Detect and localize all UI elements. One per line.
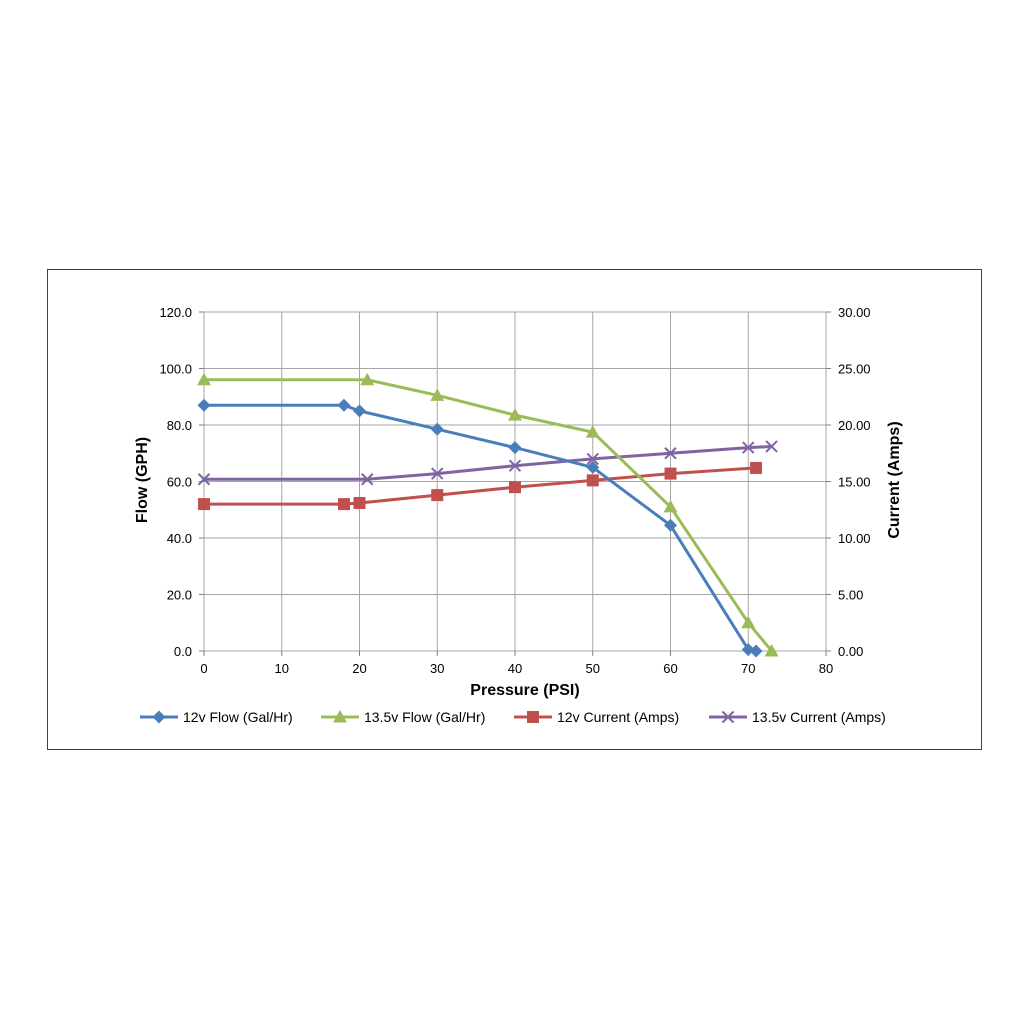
data-point xyxy=(764,644,779,657)
legend-label: 13.5v Current (Amps) xyxy=(752,709,886,725)
x-tick-label: 50 xyxy=(586,661,600,676)
tick-labels: 0 10 20 30 40 50 60 70 80 0.0 0.00 20.0 5.00 40.0 10.0… xyxy=(159,305,870,676)
chart-frame: 0 10 20 30 40 50 60 70 80 0.0 0.00 20.0 5.00 40.0 10.0… xyxy=(47,269,982,750)
data-point xyxy=(765,440,778,453)
data-point xyxy=(508,441,522,455)
series-3 xyxy=(197,440,778,486)
series-1 xyxy=(197,372,779,657)
data-point xyxy=(360,372,375,386)
x-tick-label: 80 xyxy=(819,661,833,676)
data-point xyxy=(337,498,350,511)
data-point xyxy=(431,467,444,480)
data-point xyxy=(749,644,763,658)
data-point xyxy=(197,398,211,412)
data-point xyxy=(430,422,444,436)
y-tick-label: 120.0 xyxy=(159,305,192,320)
legend-label: 13.5v Flow (Gal/Hr) xyxy=(364,709,485,725)
series-line xyxy=(204,445,772,481)
series-2 xyxy=(198,461,763,511)
x-tick-label: 60 xyxy=(663,661,677,676)
data-point xyxy=(586,452,599,466)
legend-item: 12v Flow (Gal/Hr) xyxy=(140,709,293,725)
x-tick-label: 0 xyxy=(200,661,207,676)
legend-marker xyxy=(152,710,166,724)
y-tick-label: 0.0 xyxy=(174,644,192,659)
y-tick-label: 40.0 xyxy=(167,531,192,546)
legend-label: 12v Flow (Gal/Hr) xyxy=(183,709,293,725)
y2-tick-label: 30.00 xyxy=(838,305,871,320)
y2-tick-label: 20.00 xyxy=(838,418,871,433)
legend-marker xyxy=(333,710,347,723)
y2-tick-label: 5.00 xyxy=(838,588,863,603)
x-axis-title: Pressure (PSI) xyxy=(470,682,579,699)
data-point xyxy=(509,481,521,494)
data-point xyxy=(742,441,755,454)
data-point xyxy=(586,460,600,474)
data-point xyxy=(353,496,366,509)
x-tick-label: 30 xyxy=(430,661,444,676)
legend-item: 13.5v Flow (Gal/Hr) xyxy=(321,709,485,725)
data-point xyxy=(431,489,444,502)
y-tick-label: 60.0 xyxy=(167,475,192,490)
data-point xyxy=(741,615,756,629)
data-point xyxy=(664,518,677,532)
data-point xyxy=(508,459,522,472)
legend-marker xyxy=(721,710,735,724)
data-point xyxy=(586,474,599,487)
series-line xyxy=(204,378,773,652)
legend-item: 13.5v Current (Amps) xyxy=(709,709,886,725)
y2-tick-label: 15.00 xyxy=(838,475,871,490)
data-point xyxy=(750,461,763,474)
data-point xyxy=(664,467,677,480)
data-point xyxy=(361,473,374,486)
y-tick-label: 20.0 xyxy=(167,588,192,603)
data-point xyxy=(197,372,211,386)
x-tick-label: 70 xyxy=(741,661,755,676)
data-point xyxy=(664,447,677,460)
data-point xyxy=(353,404,366,418)
legend-marker xyxy=(527,711,539,723)
series-0 xyxy=(197,398,763,658)
y-tick-label: 100.0 xyxy=(159,362,192,377)
y2-tick-label: 25.00 xyxy=(838,362,871,377)
data-point xyxy=(430,388,445,401)
legend: 12v Flow (Gal/Hr) 13.5v Flow (Gal/Hr) 12v … xyxy=(140,709,886,725)
y-tick-label: 80.0 xyxy=(167,418,192,433)
data-point xyxy=(197,473,211,486)
series-layer xyxy=(197,372,779,658)
legend-item: 12v Current (Amps) xyxy=(514,709,679,725)
x-tick-label: 40 xyxy=(508,661,522,676)
y2-tick-label: 0.00 xyxy=(838,644,863,659)
y-axis-title: Flow (GPH) xyxy=(134,437,151,523)
legend-label: 12v Current (Amps) xyxy=(557,709,679,725)
data-point xyxy=(508,408,522,421)
x-tick-label: 10 xyxy=(275,661,289,676)
data-point xyxy=(198,498,210,511)
y2-tick-label: 10.00 xyxy=(838,531,871,546)
data-point xyxy=(663,499,678,513)
chart-svg: 0 10 20 30 40 50 60 70 80 0.0 0.00 20.0 5.00 40.0 10.0… xyxy=(134,305,903,725)
x-tick-label: 20 xyxy=(352,661,366,676)
y2-axis-title: Current (Amps) xyxy=(886,421,903,538)
data-point xyxy=(337,398,351,412)
data-point xyxy=(585,425,600,438)
data-point xyxy=(741,643,755,657)
